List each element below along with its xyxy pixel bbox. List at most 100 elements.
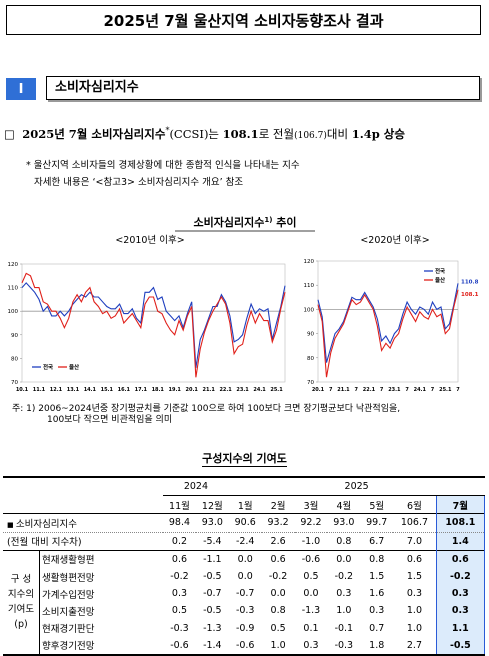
x-tick-label: 7 bbox=[329, 387, 333, 393]
legend-label: 전국 bbox=[43, 363, 53, 371]
series-line bbox=[21, 282, 286, 368]
charts-title-text: 소비자심리지수 bbox=[194, 215, 265, 229]
cell: 0.8 bbox=[270, 605, 286, 617]
cell: -0.3 bbox=[334, 639, 354, 651]
cell: 108.1 bbox=[435, 513, 486, 533]
cell: -0.5 bbox=[435, 636, 486, 656]
cell: 0.6 bbox=[270, 553, 286, 565]
cell: -1.3 bbox=[203, 622, 222, 634]
year-header: 2024 bbox=[163, 477, 229, 497]
cell: -2.4 bbox=[235, 535, 255, 547]
month-header: 3월 bbox=[303, 500, 319, 512]
cell: -0.7 bbox=[235, 588, 255, 600]
y-tick-label: 120 bbox=[8, 262, 19, 268]
cell: 0.3 bbox=[303, 639, 319, 651]
x-tick-label: 17.1 bbox=[135, 387, 148, 393]
row-label: 가계수입전망 bbox=[42, 589, 95, 601]
cell: 93.2 bbox=[267, 517, 289, 529]
month-header: 4월 bbox=[336, 500, 352, 512]
chart-note: 100보다 작으면 비관적임을 의미 bbox=[47, 415, 173, 425]
footnote: * 울산지역 소비자들의 경제상황에 대한 종합적 인식을 나타내는 지수 bbox=[26, 157, 300, 171]
cell: 0.3 bbox=[171, 588, 188, 600]
y-tick-label: 70 bbox=[11, 380, 18, 386]
y-tick-label: 80 bbox=[307, 356, 314, 362]
x-tick-label: 25.1 bbox=[270, 387, 283, 393]
headline-part: 108.1 bbox=[222, 127, 259, 141]
cell: 2.6 bbox=[270, 535, 286, 547]
cell: -0.9 bbox=[235, 622, 255, 634]
year-label: 2024 bbox=[183, 481, 208, 493]
month-header: 5월 bbox=[369, 500, 385, 512]
footnote-line: 자세한 내용은 ‘<참고3> 소비자심리지수 개요’ 참조 bbox=[34, 177, 244, 188]
row-label: (전월 대비 지수차) bbox=[3, 532, 163, 550]
title: 2025년 7월 울산지역 소비자동향조사 결과 bbox=[103, 11, 384, 30]
footnote-mark: * bbox=[26, 160, 31, 171]
data-row: (전월 대비 지수차) 0.2 -5.4 -2.4 2.6 -1.0 0.8 6.7 7.0 1.… bbox=[3, 532, 486, 551]
x-tick-label: 25.1 bbox=[439, 387, 452, 393]
legend-box bbox=[28, 361, 83, 373]
y-tick-label: 100 bbox=[304, 307, 315, 313]
y-tick-label: 90 bbox=[11, 333, 18, 339]
cell: -1.1 bbox=[203, 553, 222, 565]
cell: 0.0 bbox=[336, 553, 352, 565]
x-tick-label: 13.1 bbox=[67, 387, 80, 393]
cell: 0.6 bbox=[406, 553, 422, 565]
cell: -0.6 bbox=[235, 639, 255, 651]
series-line bbox=[317, 289, 459, 378]
y-tick-label: 120 bbox=[304, 259, 315, 265]
row-label: 현재경기판단 bbox=[42, 624, 95, 636]
x-tick-label: 22.1 bbox=[363, 387, 376, 393]
row-label: 생활형편전망 bbox=[42, 572, 95, 584]
x-tick-label: 7 bbox=[456, 387, 460, 393]
x-tick-label: 14.1 bbox=[84, 387, 97, 393]
month-header: 2월 bbox=[270, 500, 286, 512]
series-line bbox=[317, 283, 459, 363]
cell: 93.0 bbox=[333, 517, 355, 529]
x-tick-label: 12.1 bbox=[50, 387, 63, 393]
cell: 6.7 bbox=[369, 535, 385, 547]
cell: 1.8 bbox=[369, 639, 385, 651]
cell: -0.6 bbox=[301, 553, 321, 565]
x-tick-label: 7 bbox=[354, 387, 358, 393]
box-mark: □ bbox=[4, 127, 15, 141]
legend-label: 전국 bbox=[435, 267, 445, 275]
month-header: 12월 bbox=[201, 500, 223, 512]
headline-part: (106.7) bbox=[294, 131, 327, 141]
cell: 0.0 bbox=[303, 588, 319, 600]
plot-frame bbox=[317, 260, 459, 383]
row-label: 소비지출전망 bbox=[42, 606, 95, 618]
cell: 1.0 bbox=[406, 622, 422, 634]
x-tick-label: 7 bbox=[405, 387, 409, 393]
cell: 0.0 bbox=[237, 571, 253, 583]
section-title: 소비자심리지수 bbox=[46, 76, 480, 100]
chart-subtitle: <2010년 이후> bbox=[115, 235, 184, 246]
group-label-line: (p) bbox=[14, 619, 28, 631]
cell: -0.2 bbox=[268, 571, 288, 583]
cell: 98.4 bbox=[168, 517, 191, 529]
x-tick-label: 11.1 bbox=[33, 387, 46, 393]
y-tick-label: 100 bbox=[8, 309, 19, 315]
group-label-line: 지수의 bbox=[7, 589, 35, 601]
cell: 1.4 bbox=[435, 532, 486, 551]
footnote-line: 울산지역 소비자들의 경제상황에 대한 종합적 인식을 나타내는 지수 bbox=[33, 160, 300, 171]
contribution-table: 2024 2025 11월 12월 1월 2월 3월 4월 5월 6월 7월 ■ 소비자심리지수 98.… bbox=[3, 476, 486, 656]
cell: 0.3 bbox=[369, 605, 385, 617]
cell: -1.3 bbox=[301, 605, 321, 617]
x-tick-label: 20.1 bbox=[312, 387, 325, 393]
cell: 1.0 bbox=[336, 605, 352, 617]
cell: 0.3 bbox=[435, 585, 486, 603]
cell: 1.1 bbox=[435, 619, 486, 637]
chart-note: 주: 1) 2006~2024년중 장기평균치를 기준값 100으로 하여 10… bbox=[12, 404, 401, 414]
cell: -0.2 bbox=[334, 571, 354, 583]
chart-subtitle: <2020년 이후> bbox=[360, 235, 429, 246]
group-label: 구 성 지수의 기여도 (p) bbox=[3, 550, 40, 655]
cell: -0.6 bbox=[170, 639, 189, 651]
month-header: 7월 bbox=[435, 495, 486, 514]
corner bbox=[3, 477, 163, 514]
row-label: ■ 소비자심리지수 bbox=[3, 514, 163, 532]
x-tick-label: 20.1 bbox=[186, 387, 199, 393]
y-tick-label: 90 bbox=[307, 332, 314, 338]
month-row: 11월 12월 1월 2월 3월 4월 5월 6월 7월 bbox=[3, 495, 486, 514]
charts: 소비자심리지수1) 추이 <2010년 이후> 70 80 90 100 110 120 10… bbox=[8, 215, 479, 393]
data-row: 향후경기전망 -0.6 -1.4 -0.6 1.0 0.3 -0.3 1.8 2.7 -0.5 bbox=[3, 636, 486, 656]
